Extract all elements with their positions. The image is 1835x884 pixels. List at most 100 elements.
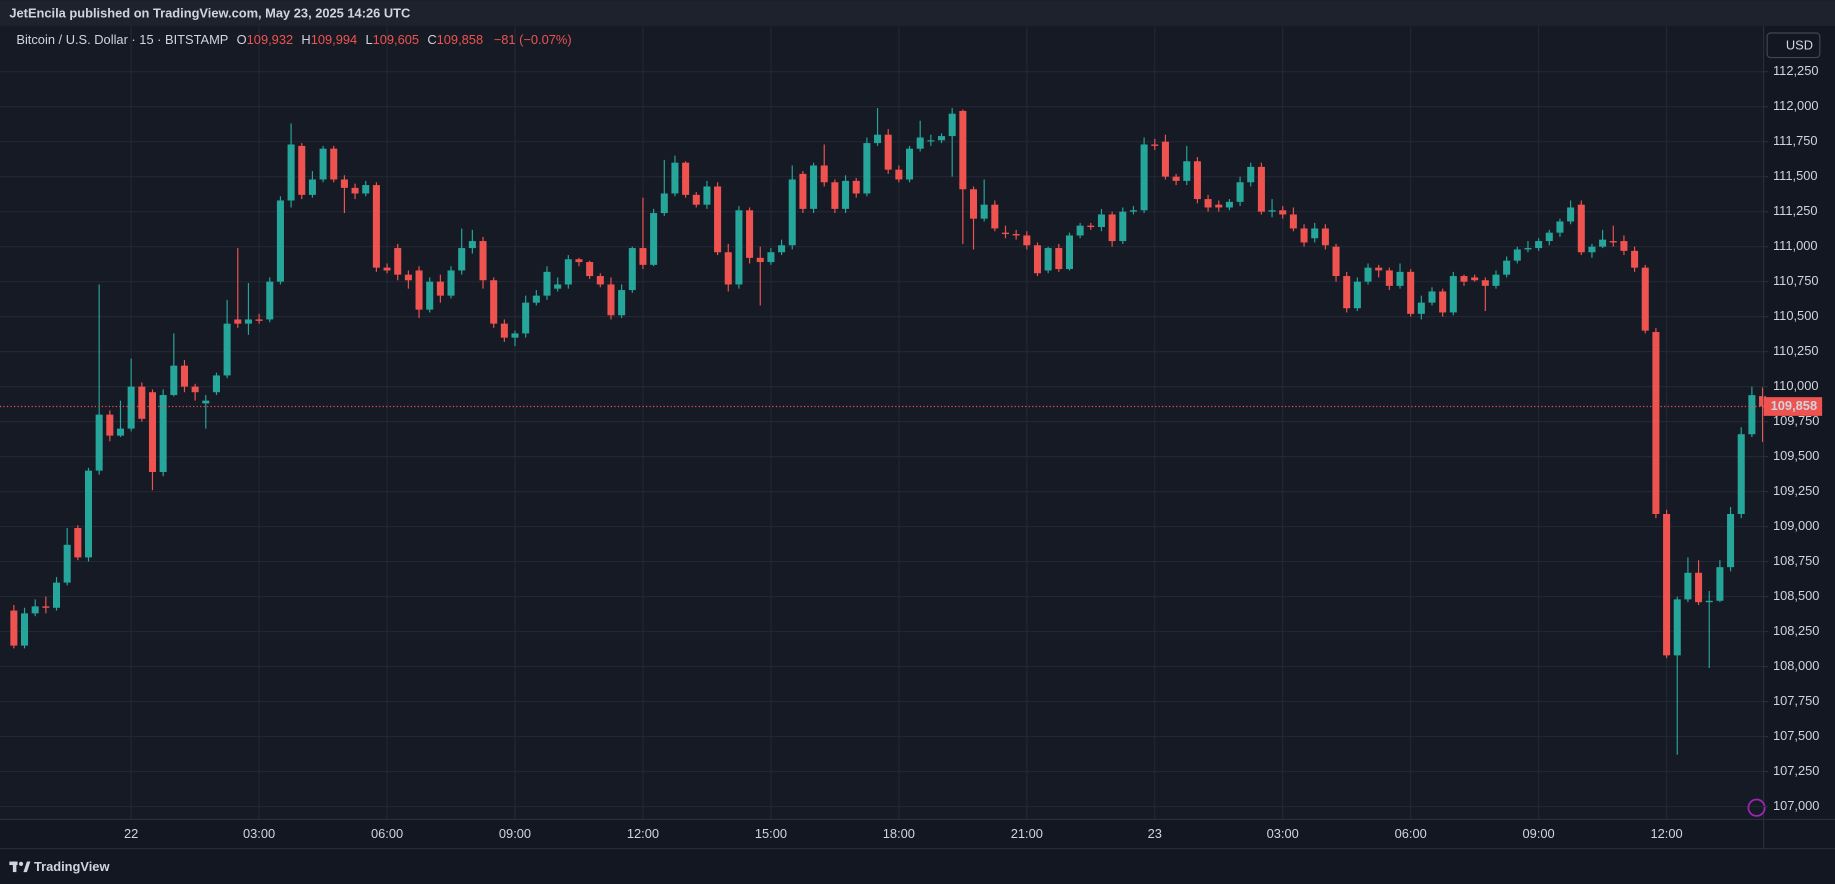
candle-body xyxy=(1247,166,1255,183)
candle-body xyxy=(1599,239,1607,247)
publisher: JetEncila published on TradingView.com, … xyxy=(9,6,410,21)
y-tick-label: 107,000 xyxy=(1773,798,1819,813)
candle-body xyxy=(1279,210,1287,215)
candle-body xyxy=(1225,201,1233,208)
candle-body xyxy=(799,173,807,209)
candle-body xyxy=(1321,228,1329,246)
candle-body xyxy=(692,194,700,205)
candle-body xyxy=(1535,241,1543,249)
x-tick-label: 23 xyxy=(1148,826,1162,841)
candle-body xyxy=(84,470,93,558)
candle-body xyxy=(148,392,156,473)
candle-body xyxy=(116,428,125,436)
candle-body xyxy=(1215,204,1223,208)
candle-body xyxy=(1428,291,1436,303)
candle-body xyxy=(234,319,242,324)
candle-body xyxy=(479,241,487,281)
candle-body xyxy=(1001,232,1010,235)
candle-body xyxy=(404,274,412,281)
candle-body xyxy=(1609,241,1617,243)
candle-body xyxy=(703,186,711,205)
currency-button[interactable] xyxy=(1766,32,1821,59)
candle-body xyxy=(1268,210,1276,212)
candle-body xyxy=(298,145,306,195)
candle-body xyxy=(1257,166,1265,212)
candle-body xyxy=(682,162,690,195)
candle-body xyxy=(1012,234,1020,236)
y-tick-label: 108,750 xyxy=(1773,553,1819,568)
candle-body xyxy=(607,284,615,316)
candle-body xyxy=(831,182,839,209)
x-tick-label: 09:00 xyxy=(499,826,531,841)
currency[interactable]: USD xyxy=(1786,37,1813,52)
candle-body xyxy=(1673,599,1681,656)
legend-key: O xyxy=(237,33,247,48)
candle-body xyxy=(1044,248,1052,271)
candle-body xyxy=(1023,235,1031,246)
y-tick-label: 108,000 xyxy=(1773,658,1819,673)
candle-body xyxy=(1353,281,1361,309)
candle-body xyxy=(927,140,935,142)
candle-body xyxy=(1300,228,1308,243)
candle-body xyxy=(1097,214,1105,228)
y-tick-label: 109,000 xyxy=(1773,518,1819,533)
candle-body xyxy=(202,400,210,404)
x-tick-label: 12:00 xyxy=(1650,826,1682,841)
candle-body xyxy=(1033,245,1042,274)
candles xyxy=(10,108,1767,755)
candle-body xyxy=(106,414,114,436)
candle-body xyxy=(212,375,220,393)
candle-body xyxy=(362,185,370,194)
candle-body xyxy=(810,165,818,209)
candle-body xyxy=(458,248,466,271)
candle-body xyxy=(586,262,594,277)
candle-body xyxy=(244,319,252,324)
candle-body xyxy=(874,134,882,144)
candle-body xyxy=(1343,276,1351,309)
x-tick-label: 06:00 xyxy=(1395,826,1427,841)
candle-body xyxy=(1183,161,1191,181)
x-tick-label: 12:00 xyxy=(627,826,659,841)
candle-body xyxy=(1492,274,1500,286)
legend-change: −81 (−0.07%) xyxy=(494,33,572,48)
candle-body xyxy=(1364,267,1372,282)
candle-body xyxy=(543,271,551,296)
candle-body xyxy=(468,241,476,249)
candle-body xyxy=(767,252,775,263)
candle-body xyxy=(63,544,71,583)
candle-body xyxy=(1385,270,1393,286)
brand-logo xyxy=(9,861,31,873)
candle-body xyxy=(1471,277,1479,281)
candle-body xyxy=(1087,225,1095,228)
y-tick-label: 109,250 xyxy=(1773,483,1819,498)
candle-body xyxy=(564,259,572,285)
x-tick-label: 18:00 xyxy=(883,826,915,841)
candle-body xyxy=(1161,141,1169,177)
events-icon[interactable] xyxy=(1747,798,1766,817)
legend-value: 109,994 xyxy=(311,33,357,48)
candle-body xyxy=(969,189,978,219)
candle-body xyxy=(383,267,391,271)
candle-body xyxy=(1567,207,1575,222)
candle-body xyxy=(127,386,135,429)
candle-body xyxy=(223,323,231,376)
candle-body xyxy=(255,319,263,321)
candle-body xyxy=(447,270,455,296)
legend-key: L xyxy=(365,33,372,48)
candle-body xyxy=(340,179,348,188)
candle-body xyxy=(788,179,796,246)
candle-body xyxy=(1652,332,1660,515)
y-tick-label: 111,750 xyxy=(1773,133,1818,148)
candle-body xyxy=(159,395,167,473)
candle-body xyxy=(1631,250,1639,268)
candle-body xyxy=(906,148,914,180)
x-tick-label: 15:00 xyxy=(755,826,787,841)
candle-body xyxy=(330,148,338,180)
candle-body xyxy=(1065,235,1073,270)
x-tick-label: 06:00 xyxy=(371,826,403,841)
x-tick-label: 03:00 xyxy=(1267,826,1299,841)
y-tick-label: 107,250 xyxy=(1773,763,1819,778)
candle-body xyxy=(319,148,327,180)
y-tick-label: 110,750 xyxy=(1773,273,1819,288)
candle-body xyxy=(426,281,434,310)
